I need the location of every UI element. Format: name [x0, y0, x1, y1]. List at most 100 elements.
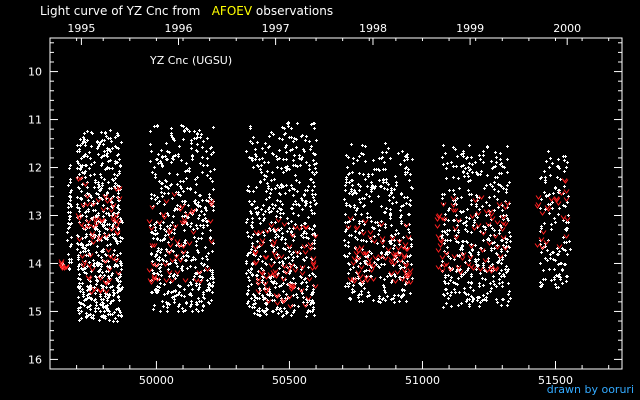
- observation-point: [495, 298, 498, 301]
- observation-point: [247, 289, 250, 292]
- fainter-than-point: [110, 215, 117, 220]
- observation-point: [68, 167, 71, 170]
- fainter-than-point: [478, 195, 485, 200]
- observation-point: [350, 143, 353, 146]
- observation-point: [186, 187, 189, 190]
- observation-point: [353, 189, 356, 192]
- observation-point: [87, 249, 90, 252]
- observation-point: [502, 187, 505, 190]
- observation-point: [556, 253, 559, 256]
- observation-point: [383, 211, 386, 214]
- observation-point: [108, 223, 111, 226]
- observation-point: [290, 184, 293, 187]
- observation-point: [543, 222, 546, 225]
- observation-point: [508, 246, 511, 249]
- fainter-than-point: [172, 224, 179, 229]
- observation-point: [85, 272, 88, 275]
- observation-point: [154, 229, 157, 232]
- fainter-than-point: [299, 265, 306, 270]
- fainter-than-point: [110, 218, 117, 223]
- fainter-than-point: [358, 265, 365, 270]
- observation-point: [106, 147, 109, 150]
- fainter-than-point: [459, 256, 466, 261]
- fainter-than-point: [407, 268, 414, 273]
- fainter-than-point: [504, 201, 511, 206]
- observation-point: [78, 312, 81, 315]
- observation-point: [84, 141, 87, 144]
- observation-point: [282, 171, 285, 174]
- observation-point: [99, 189, 102, 192]
- observation-point: [273, 248, 276, 251]
- observation-point: [78, 210, 81, 213]
- observation-point: [402, 294, 405, 297]
- observation-point: [149, 143, 152, 146]
- fainter-than-point: [500, 235, 507, 240]
- observation-point: [463, 287, 466, 290]
- observation-point: [79, 278, 82, 281]
- observation-point: [109, 302, 112, 305]
- observation-point: [250, 248, 253, 251]
- observation-point: [253, 294, 256, 297]
- observation-point: [114, 136, 117, 139]
- observation-point: [67, 253, 70, 256]
- observation-point: [299, 252, 302, 255]
- observation-point: [441, 156, 444, 159]
- observation-point: [309, 148, 312, 151]
- observation-point: [201, 156, 204, 159]
- fainter-than-point: [539, 245, 546, 250]
- observation-point: [548, 193, 551, 196]
- observation-point: [539, 262, 542, 265]
- fainter-than-point: [113, 187, 120, 192]
- observation-point: [380, 185, 383, 188]
- observation-point: [268, 211, 271, 214]
- fainter-than-point: [452, 226, 459, 231]
- observation-point: [191, 154, 194, 157]
- observation-point: [150, 252, 153, 255]
- observation-point: [297, 203, 300, 206]
- observation-point: [361, 229, 364, 232]
- observation-point: [549, 253, 552, 256]
- observation-point: [506, 217, 509, 220]
- observation-point: [465, 216, 468, 219]
- observation-point: [251, 226, 254, 229]
- observation-point: [104, 305, 107, 308]
- observation-point: [291, 259, 294, 262]
- observation-point: [446, 233, 449, 236]
- fainter-than-point: [255, 289, 262, 294]
- observation-point: [352, 266, 355, 269]
- observation-point: [551, 251, 554, 254]
- observation-point: [116, 242, 119, 245]
- observation-point: [201, 257, 204, 260]
- observation-point: [482, 284, 485, 287]
- observation-point: [178, 291, 181, 294]
- observation-point: [116, 279, 119, 282]
- fainter-than-point: [371, 239, 378, 244]
- observation-point: [183, 129, 186, 132]
- observation-point: [550, 223, 553, 226]
- observation-point: [156, 158, 159, 161]
- observation-point: [362, 239, 365, 242]
- fainter-than-point: [392, 251, 399, 256]
- observation-point: [470, 282, 473, 285]
- fainter-than-point: [114, 230, 121, 235]
- observation-point: [262, 231, 265, 234]
- observation-point: [458, 187, 461, 190]
- observation-point: [96, 245, 99, 248]
- observation-point: [564, 205, 567, 208]
- fainter-than-point: [163, 278, 170, 283]
- observation-point: [497, 190, 500, 193]
- observation-point: [87, 286, 90, 289]
- observation-point: [161, 195, 164, 198]
- fainter-than-point: [540, 230, 547, 235]
- observation-point: [276, 210, 279, 213]
- fainter-than-point: [263, 255, 270, 260]
- observation-point: [469, 252, 472, 255]
- observation-point: [301, 292, 304, 295]
- fainter-than-point: [265, 299, 272, 304]
- observation-point: [195, 240, 198, 243]
- observation-point: [153, 223, 156, 226]
- fainter-than-point: [113, 258, 120, 263]
- observation-point: [566, 227, 569, 230]
- observation-point: [207, 301, 210, 304]
- fainter-than-point: [351, 279, 358, 284]
